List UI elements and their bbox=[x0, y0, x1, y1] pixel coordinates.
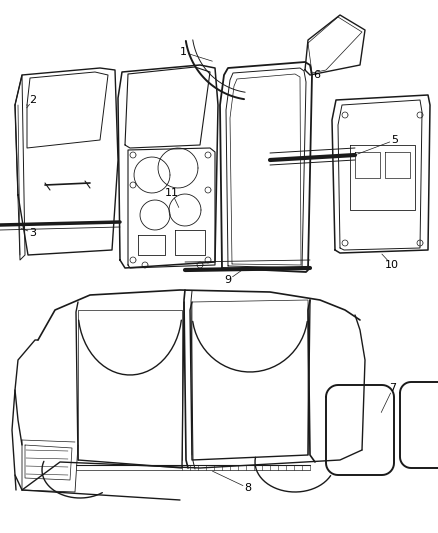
Text: 10: 10 bbox=[385, 260, 399, 270]
Text: 7: 7 bbox=[389, 383, 396, 393]
Text: 9: 9 bbox=[224, 275, 232, 285]
Text: 2: 2 bbox=[29, 95, 36, 105]
Text: 6: 6 bbox=[314, 70, 321, 80]
Text: 3: 3 bbox=[29, 228, 36, 238]
Text: 1: 1 bbox=[180, 47, 187, 57]
Text: 11: 11 bbox=[165, 188, 179, 198]
Text: 5: 5 bbox=[392, 135, 399, 145]
Text: 8: 8 bbox=[244, 483, 251, 493]
